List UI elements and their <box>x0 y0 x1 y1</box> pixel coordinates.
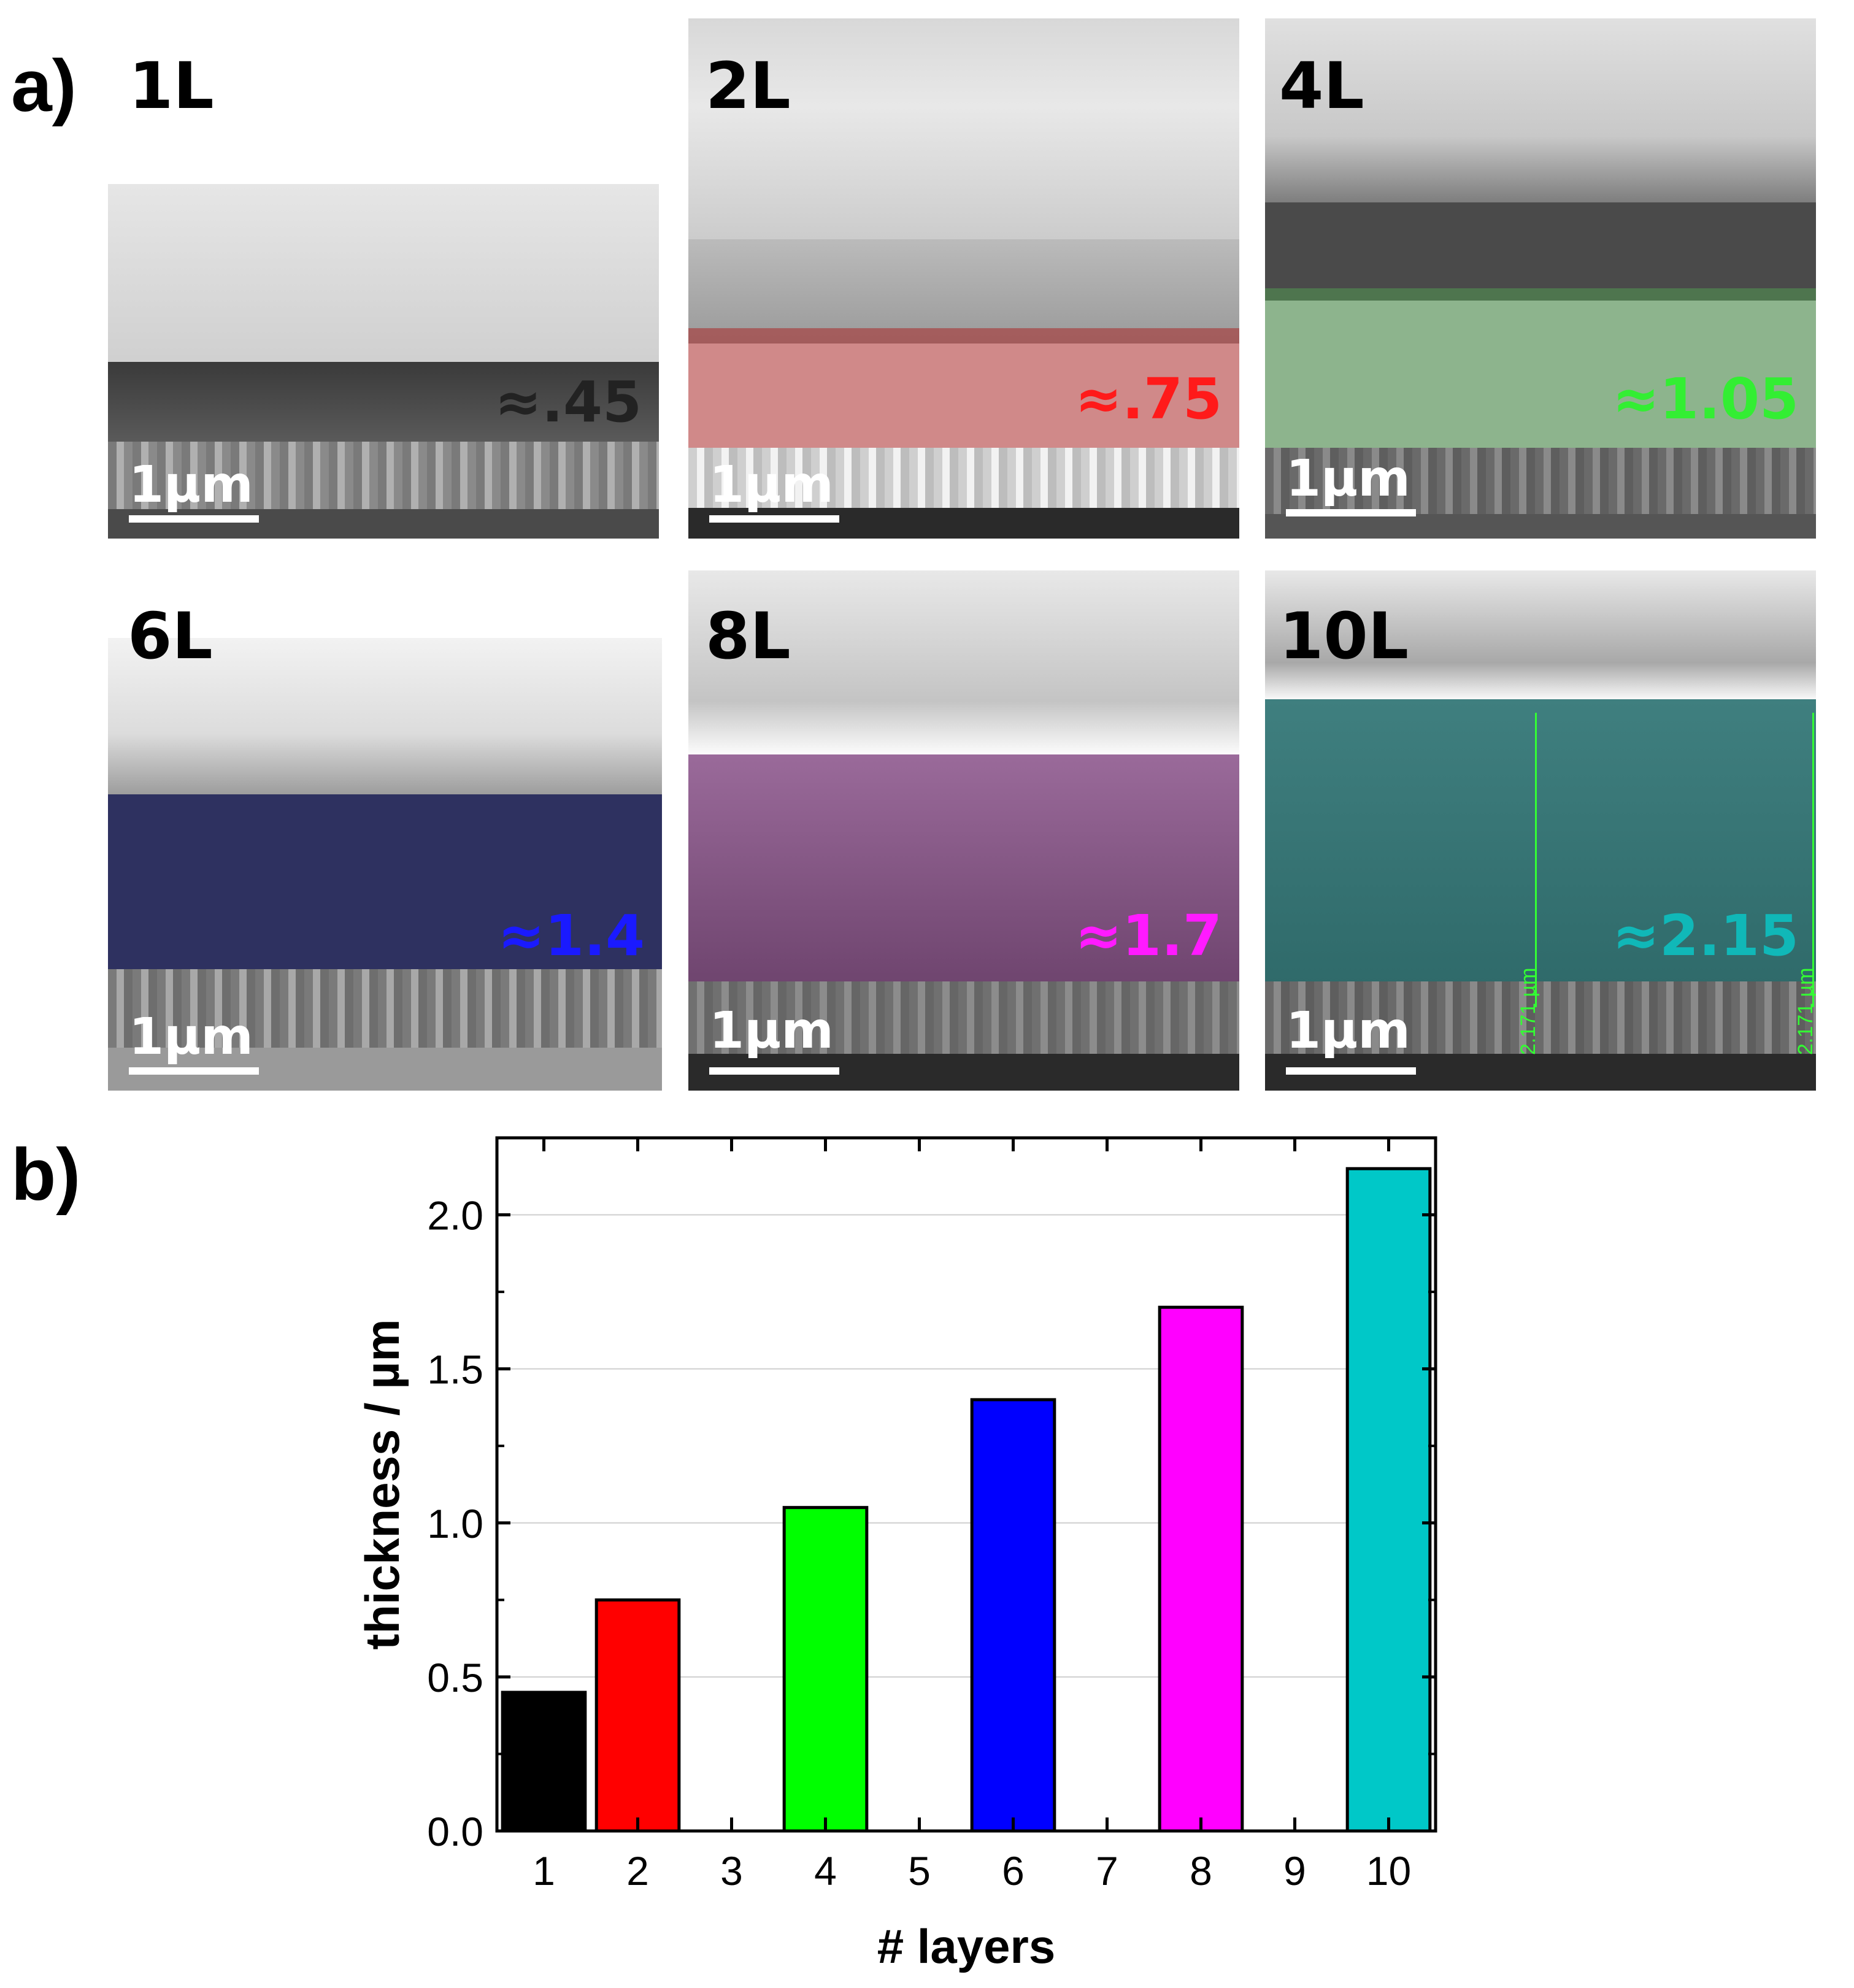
axis-ticks: 0.0 0.5 1.0 1.5 2.0 1 2 3 4 5 6 7 8 9 10 <box>427 1138 1436 1894</box>
bar-4-layers <box>782 1506 869 1833</box>
x-tick-label: 10 <box>1366 1848 1411 1894</box>
plot-frame <box>495 1136 1437 1833</box>
x-tick-label: 1 <box>533 1848 555 1894</box>
tile-label-10L: 10L <box>1279 599 1409 674</box>
measurement-line <box>1812 713 1814 1007</box>
scale-bar-label: 1µm <box>129 456 253 514</box>
sem-image-1L: ≈.45 1µm <box>108 184 659 539</box>
bar-8-layers <box>1158 1305 1244 1833</box>
measurement-line <box>1535 713 1537 1007</box>
y-tick-label: 1.5 <box>427 1347 483 1392</box>
bar-1-layers <box>501 1691 587 1833</box>
x-tick-label: 8 <box>1190 1848 1212 1894</box>
panel-b-label: b) <box>11 1134 81 1216</box>
sem-image-8L: ≈1.7 1µm <box>688 570 1239 1091</box>
tile-label-6L: 6L <box>128 599 213 674</box>
thickness-value-1L: ≈.45 <box>494 369 642 435</box>
x-tick-label: 4 <box>814 1848 837 1894</box>
scale-bar <box>129 515 259 523</box>
y-tick-label: 0.5 <box>427 1655 483 1700</box>
scale-bar-label: 1µm <box>1286 450 1410 508</box>
y-tick-label: 2.0 <box>427 1193 483 1238</box>
scale-bar <box>129 1067 259 1075</box>
bar-10-layers <box>1345 1167 1432 1833</box>
bar-6-layers <box>970 1398 1056 1833</box>
y-axis-label: thickness / µm <box>355 1319 409 1649</box>
scale-bar-label: 1µm <box>129 1008 253 1066</box>
scale-bar-label: 1µm <box>709 456 834 514</box>
scale-bar <box>1286 1067 1416 1075</box>
tile-label-1L: 1L <box>129 48 214 123</box>
x-tick-label: 5 <box>908 1848 931 1894</box>
thickness-value-4L: ≈1.05 <box>1612 366 1799 432</box>
y-tick-label: 1.0 <box>427 1501 483 1546</box>
thickness-value-2L: ≈.75 <box>1074 366 1222 432</box>
bars <box>501 1167 1432 1833</box>
x-tick-label: 9 <box>1283 1848 1306 1894</box>
sem-image-10L: 2.171 µm 2.171 µm ≈2.15 1µm <box>1265 570 1816 1091</box>
tile-label-8L: 8L <box>706 599 791 674</box>
scale-bar <box>709 1067 839 1075</box>
tile-label-4L: 4L <box>1279 48 1364 123</box>
bar-2-layers <box>594 1598 681 1833</box>
thickness-value-8L: ≈1.7 <box>1074 903 1222 969</box>
x-tick-label: 6 <box>1002 1848 1025 1894</box>
panel-a-label: a) <box>11 45 77 127</box>
scale-bar-label: 1µm <box>1286 1002 1410 1060</box>
scale-bar <box>1286 509 1416 516</box>
scale-bar <box>709 515 839 523</box>
tile-label-2L: 2L <box>706 48 791 123</box>
scale-bar-label: 1µm <box>709 1002 834 1060</box>
y-tick-label: 0.0 <box>427 1809 483 1854</box>
x-tick-label: 2 <box>626 1848 649 1894</box>
sem-image-6L: ≈1.4 1µm <box>108 638 662 1091</box>
sem-image-2L: ≈.75 1µm <box>688 18 1239 539</box>
x-axis-label: # layers <box>877 1919 1056 1973</box>
thickness-value-6L: ≈1.4 <box>497 903 645 969</box>
sem-image-4L: ≈1.05 1µm <box>1265 18 1816 539</box>
thickness-value-10L: ≈2.15 <box>1612 903 1799 969</box>
x-tick-label: 3 <box>720 1848 743 1894</box>
x-tick-label: 7 <box>1096 1848 1118 1894</box>
